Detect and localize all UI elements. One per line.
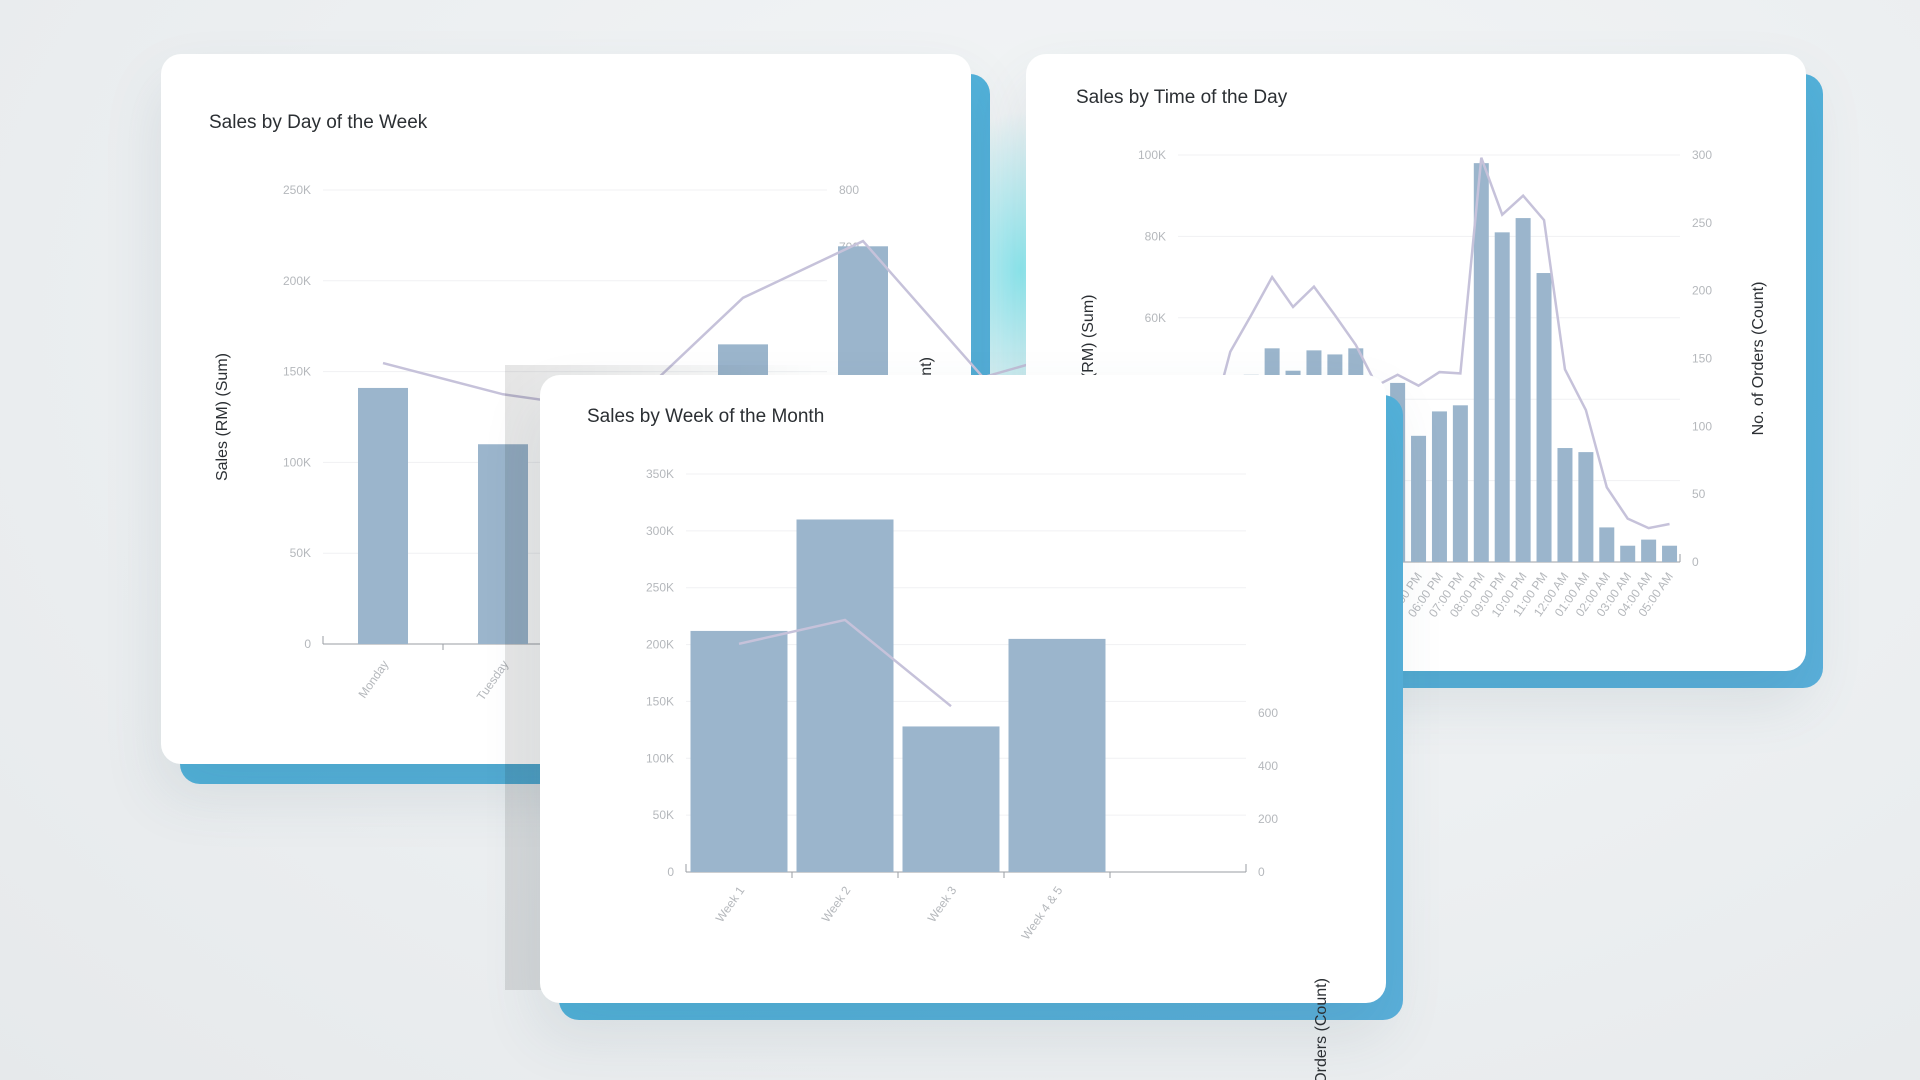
y2-tick-label: 400 — [1258, 759, 1278, 773]
bar — [1411, 435, 1427, 562]
y-tick-label: 100K — [1138, 148, 1166, 162]
y2-tick-label: 300 — [1692, 148, 1712, 162]
y2-tick-label: 250 — [1692, 216, 1712, 230]
x-tick-label: Week 1 — [713, 883, 748, 924]
bar — [1620, 545, 1636, 562]
y-tick-label: 50K — [653, 808, 674, 822]
y-tick-label: 0 — [667, 865, 674, 879]
bar — [1431, 411, 1447, 562]
y2-tick-label: 600 — [1258, 706, 1278, 720]
y-tick-label: 100K — [283, 455, 311, 469]
y-tick-label: 0 — [304, 637, 311, 651]
bar — [1494, 232, 1510, 562]
y-tick-label: 150K — [646, 694, 674, 708]
y2-tick-label: 0 — [1692, 555, 1699, 569]
bar — [1008, 638, 1106, 872]
y-tick-label: 50K — [290, 546, 311, 560]
bar — [358, 387, 408, 644]
y2-tick-label: 50 — [1692, 487, 1706, 501]
bar — [1473, 163, 1489, 562]
x-tick-label: Week 3 — [925, 883, 960, 924]
bar — [478, 444, 528, 644]
bar — [1557, 448, 1573, 562]
x-tick-label: Monday — [355, 658, 391, 701]
card-week-of-month: Sales by Week of the Month 0 50K 100K 150K 2… — [540, 375, 1386, 1080]
bar — [1662, 545, 1678, 562]
y-tick-label: 100K — [646, 751, 674, 765]
y2-tick-label: 0 — [1258, 865, 1265, 879]
y-tick-label: 250K — [283, 183, 311, 197]
bar — [1536, 273, 1552, 562]
orders-line — [1187, 157, 1670, 530]
bar — [1452, 405, 1468, 562]
y-tick-label: 150K — [283, 365, 311, 379]
bar — [796, 519, 894, 872]
bar — [690, 630, 788, 872]
y-tick-label: 300K — [646, 524, 674, 538]
bar — [1641, 539, 1657, 562]
y-tick-label: 60K — [1145, 311, 1166, 325]
bar — [1515, 218, 1531, 562]
y-tick-label: 80K — [1145, 229, 1166, 243]
y-tick-label: 200K — [646, 638, 674, 652]
y-tick-label: 250K — [646, 581, 674, 595]
y2-tick-label: 100 — [1692, 419, 1712, 433]
y-axis-title: Sales (RM) (Sum) — [214, 353, 231, 481]
bar — [1578, 452, 1594, 562]
y2-tick-label: 200 — [1692, 284, 1712, 298]
x-tick-label: Week 2 — [819, 883, 854, 924]
y2-tick-label: 150 — [1692, 352, 1712, 366]
bar — [902, 726, 1000, 872]
chart-title-time: Sales by Time of the Day — [1076, 87, 1288, 108]
chart-title-week: Sales by Week of the Month — [587, 406, 825, 427]
chart-title-day: Sales by Day of the Week — [209, 112, 428, 133]
y2-axis-title: No. of Orders (Count) — [1750, 282, 1767, 436]
bar — [1599, 527, 1615, 562]
y2-axis-title: No. of Orders (Count) — [1313, 978, 1330, 1080]
y2-tick-label: 200 — [1258, 812, 1278, 826]
y-tick-label: 200K — [283, 274, 311, 288]
orders-line — [738, 618, 952, 708]
chart-week-of-month: 0 50K 100K 150K 200K 250K 300K 350K 0 200 400 600 We… — [646, 467, 1330, 1080]
x-tick-label: Week 4 & 5 — [1019, 883, 1066, 942]
y2-tick-label: 800 — [839, 183, 859, 197]
y-tick-label: 350K — [646, 467, 674, 481]
